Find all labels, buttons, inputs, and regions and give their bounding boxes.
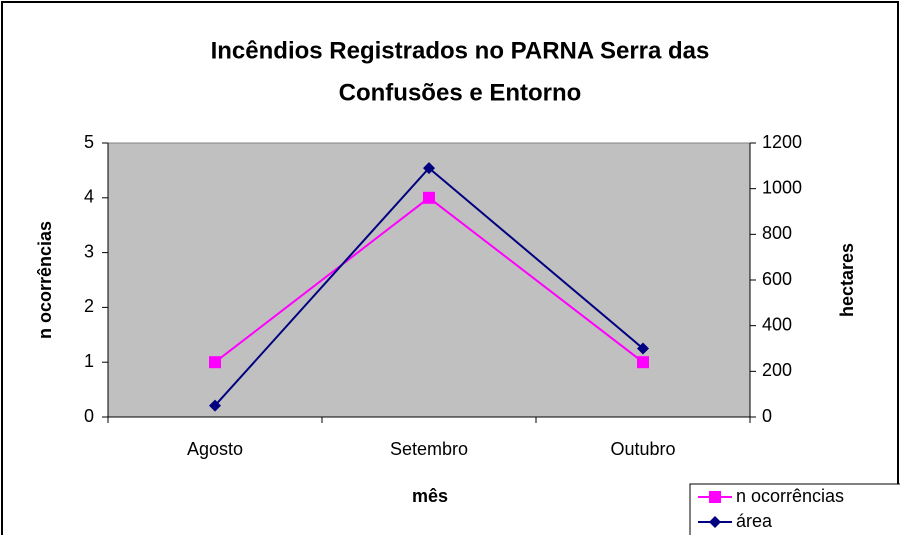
y-tick-label: 4 — [84, 187, 94, 207]
marker — [423, 191, 435, 204]
y2-tick-label: 400 — [762, 314, 792, 334]
legend-label: área — [736, 511, 773, 531]
chart-title: Confusões e Entorno — [339, 79, 582, 106]
y-axis-title: n ocorrências — [35, 221, 55, 339]
y-tick-label: 2 — [84, 296, 94, 316]
legend — [689, 483, 900, 535]
chart-title: Incêndios Registrados no PARNA Serra das — [211, 37, 710, 64]
y2-axis-title: hectares — [837, 243, 857, 317]
y2-tick-label: 800 — [762, 223, 792, 243]
y2-tick-label: 1000 — [762, 177, 802, 197]
marker — [423, 162, 435, 175]
marker — [209, 356, 221, 369]
marker — [637, 356, 649, 369]
y2-tick-label: 600 — [762, 269, 792, 289]
legend-label: n ocorrências — [736, 486, 844, 506]
y2-tick-label: 0 — [762, 406, 772, 426]
y-tick-label: 0 — [84, 406, 94, 426]
y-tick-label: 1 — [84, 351, 94, 371]
x-tick-label: Outubro — [610, 439, 675, 459]
plot-area — [107, 142, 751, 418]
y2-tick-label: 1200 — [762, 132, 802, 152]
y-tick-label: 3 — [84, 241, 94, 261]
x-axis-title: mês — [412, 486, 448, 506]
marker — [709, 491, 721, 503]
x-tick-label: Agosto — [187, 439, 243, 459]
marker — [709, 516, 721, 528]
x-tick-label: Setembro — [390, 439, 468, 459]
y-tick-label: 5 — [84, 132, 94, 152]
marker — [637, 342, 649, 355]
y2-tick-label: 200 — [762, 360, 792, 380]
marker — [209, 399, 221, 412]
